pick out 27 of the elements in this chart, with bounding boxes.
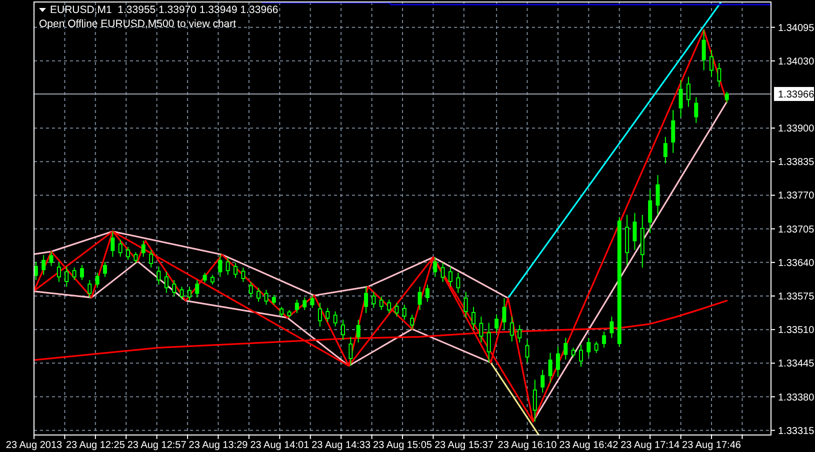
- y-tick-label: 1.33770: [778, 190, 815, 202]
- y-tick-label: 1.34095: [778, 22, 815, 34]
- y-tick-label: 1.33640: [778, 258, 815, 269]
- y-tick-label: 1.33705: [778, 224, 815, 236]
- x-tick-label: 23 Aug 17:46: [682, 440, 742, 451]
- x-tick-label: 23 Aug 12:25: [66, 440, 126, 451]
- x-tick-label: 23 Aug 14:33: [312, 440, 371, 451]
- text: Open Offline EURUSD,M500 to view chart: [39, 18, 236, 30]
- x-tick-label: 23 Aug 16:10: [498, 440, 558, 451]
- ref-line-label: 1.33966: [778, 89, 815, 100]
- y-tick-label: 1.33835: [778, 157, 815, 168]
- y-tick-label: 1.33315: [778, 426, 815, 437]
- y-tick-label: 1.33445: [778, 358, 815, 370]
- y-tick-label: 1.33900: [778, 124, 815, 135]
- y-tick-label: 1.33575: [778, 292, 815, 303]
- y-tick-label: 1.34030: [778, 56, 815, 68]
- y-tick-label: 1.33510: [778, 325, 815, 336]
- x-tick-label: 23 Aug 16:42: [559, 440, 619, 451]
- x-tick-label: 23 Aug 13:29: [188, 440, 248, 451]
- y-tick-label: 1.33380: [778, 392, 815, 404]
- x-tick-label: 23 Aug 14:01: [250, 440, 310, 451]
- x-tick-label: 23 Aug 15:37: [434, 440, 494, 451]
- x-tick-label: 23 Aug 2013: [6, 440, 63, 451]
- chart-title: EURUSD,M1 1.33955 1.33970 1.33949 1.33966: [50, 4, 278, 16]
- x-tick-label: 23 Aug 15:05: [373, 440, 432, 451]
- x-tick-label: 23 Aug 12:57: [127, 440, 187, 451]
- x-tick-label: 23 Aug 17:14: [620, 440, 680, 451]
